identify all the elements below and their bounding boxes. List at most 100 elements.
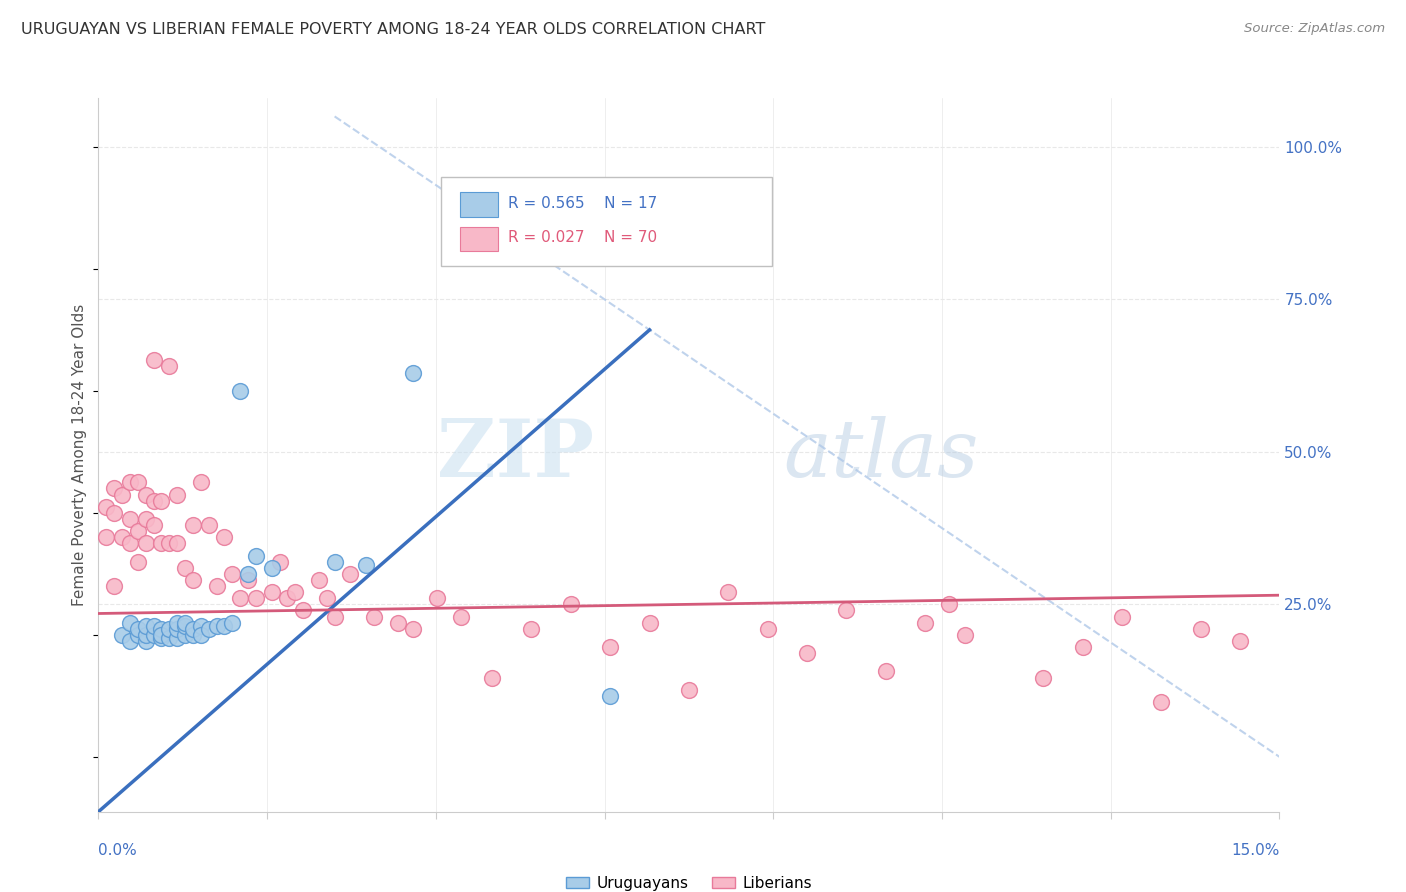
Text: R = 0.027    N = 70: R = 0.027 N = 70 — [508, 230, 658, 245]
Point — [1229, 634, 1251, 648]
Point — [953, 628, 976, 642]
Point — [245, 591, 267, 606]
Point — [166, 536, 188, 550]
Point — [260, 560, 283, 574]
Point — [221, 566, 243, 581]
Point — [118, 615, 141, 630]
Point — [142, 493, 165, 508]
Point — [914, 615, 936, 630]
Point — [756, 622, 779, 636]
Point — [157, 631, 180, 645]
Point — [387, 615, 409, 630]
Point — [142, 353, 165, 368]
Point — [157, 536, 180, 550]
Point — [150, 631, 173, 645]
Point — [157, 622, 180, 636]
Point — [111, 628, 134, 642]
Point — [135, 512, 157, 526]
Point — [157, 359, 180, 374]
Point — [142, 618, 165, 632]
Point — [118, 634, 141, 648]
Point — [181, 628, 204, 642]
Point — [938, 598, 960, 612]
Point — [450, 609, 472, 624]
Point — [678, 682, 700, 697]
Point — [174, 628, 197, 642]
Point — [111, 530, 134, 544]
Point — [127, 555, 149, 569]
Point — [1111, 609, 1133, 624]
FancyBboxPatch shape — [441, 177, 772, 266]
Legend: Uruguayans, Liberians: Uruguayans, Liberians — [560, 870, 818, 892]
Point — [214, 618, 236, 632]
Point — [236, 573, 259, 587]
Point — [118, 512, 141, 526]
Point — [103, 506, 125, 520]
Point — [205, 579, 228, 593]
Text: URUGUAYAN VS LIBERIAN FEMALE POVERTY AMONG 18-24 YEAR OLDS CORRELATION CHART: URUGUAYAN VS LIBERIAN FEMALE POVERTY AMO… — [21, 22, 765, 37]
Point — [166, 622, 188, 636]
Point — [166, 631, 188, 645]
Point — [1032, 671, 1054, 685]
Point — [260, 585, 283, 599]
Point — [142, 518, 165, 533]
Point — [135, 487, 157, 501]
Point — [135, 634, 157, 648]
FancyBboxPatch shape — [460, 227, 498, 251]
Point — [1189, 622, 1212, 636]
Point — [229, 591, 252, 606]
Point — [245, 549, 267, 563]
Point — [142, 628, 165, 642]
Point — [127, 524, 149, 538]
Point — [166, 487, 188, 501]
Point — [174, 560, 197, 574]
Point — [150, 536, 173, 550]
Point — [284, 585, 307, 599]
Text: R = 0.565    N = 17: R = 0.565 N = 17 — [508, 196, 658, 211]
Point — [276, 591, 298, 606]
Point — [190, 618, 212, 632]
FancyBboxPatch shape — [460, 193, 498, 217]
Point — [315, 591, 337, 606]
Point — [229, 384, 252, 398]
Text: atlas: atlas — [783, 417, 979, 493]
Point — [354, 558, 377, 572]
Point — [205, 618, 228, 632]
Text: Source: ZipAtlas.com: Source: ZipAtlas.com — [1244, 22, 1385, 36]
Point — [118, 536, 141, 550]
Text: 15.0%: 15.0% — [1232, 843, 1279, 858]
Point — [197, 622, 219, 636]
Point — [181, 573, 204, 587]
Point — [190, 628, 212, 642]
Text: ZIP: ZIP — [437, 416, 595, 494]
Point — [339, 566, 361, 581]
Point — [835, 603, 858, 617]
Point — [103, 579, 125, 593]
Point — [127, 628, 149, 642]
Point — [481, 671, 503, 685]
Point — [118, 475, 141, 490]
Text: 0.0%: 0.0% — [98, 843, 138, 858]
Point — [1150, 695, 1173, 709]
Point — [426, 591, 449, 606]
Point — [269, 555, 291, 569]
Point — [214, 530, 236, 544]
Point — [221, 615, 243, 630]
Point — [135, 536, 157, 550]
Point — [135, 618, 157, 632]
Point — [1071, 640, 1094, 654]
Point — [135, 628, 157, 642]
Point — [166, 615, 188, 630]
Point — [796, 646, 818, 660]
Point — [150, 493, 173, 508]
Point — [103, 482, 125, 496]
Point — [292, 603, 315, 617]
Point — [875, 665, 897, 679]
Point — [150, 628, 173, 642]
Point — [96, 500, 118, 514]
Point — [520, 622, 543, 636]
Point — [174, 615, 197, 630]
Point — [599, 689, 621, 703]
Point — [402, 366, 425, 380]
Point — [599, 640, 621, 654]
